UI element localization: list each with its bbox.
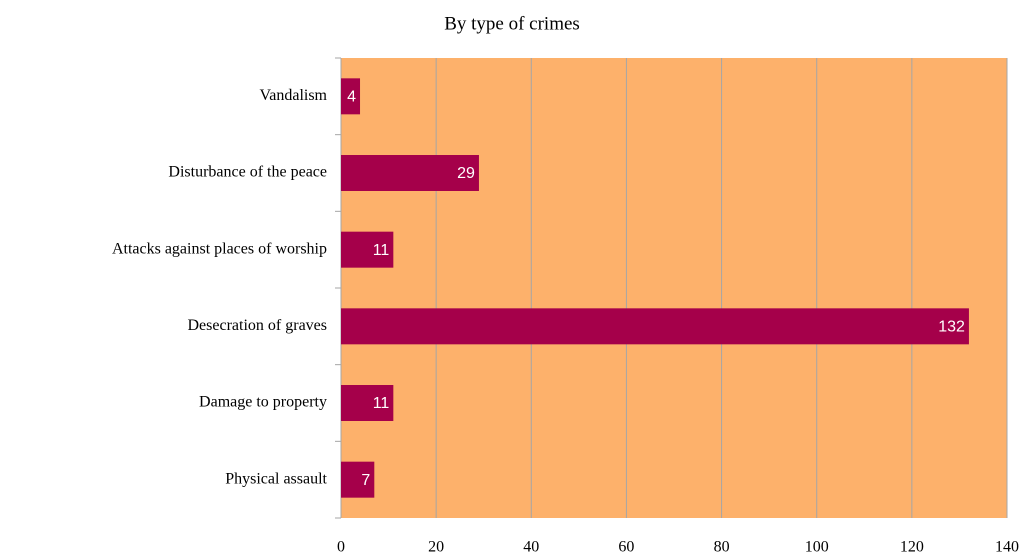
y-tick-label: Desecration of graves [188, 317, 328, 334]
x-tick-label: 80 [714, 539, 730, 556]
bar [341, 78, 361, 115]
x-tick-label: 100 [805, 539, 829, 556]
data-label: 11 [373, 395, 390, 412]
y-tick-label: Disturbance of the peace [168, 164, 327, 181]
x-tick-label: 20 [428, 539, 444, 556]
y-tick-label: Physical assault [225, 470, 327, 487]
plot-area [341, 58, 1007, 518]
bar [341, 308, 969, 345]
y-tick-label: Vandalism [259, 87, 327, 104]
chart-title: By type of crimes [444, 13, 580, 34]
data-label: 11 [373, 242, 390, 259]
bar [341, 385, 394, 421]
data-label: 132 [938, 319, 965, 336]
x-tick-label: 0 [337, 539, 345, 556]
y-tick-label: Damage to property [199, 394, 327, 411]
bar [341, 461, 375, 498]
x-tick-label: 120 [900, 539, 924, 556]
x-tick-label: 40 [523, 539, 539, 556]
data-label: 29 [457, 165, 475, 182]
data-label: 7 [361, 472, 370, 489]
bar [341, 231, 394, 268]
y-tick-label: Attacks against places of worship [112, 240, 327, 257]
data-label: 4 [347, 89, 356, 106]
bar [341, 155, 479, 191]
x-tick-label: 60 [618, 539, 634, 556]
x-tick-label: 140 [995, 539, 1019, 556]
